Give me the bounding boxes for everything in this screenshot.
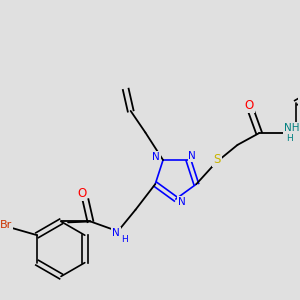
Text: O: O: [245, 99, 254, 112]
Text: N: N: [188, 151, 196, 161]
Text: N: N: [112, 228, 120, 238]
Text: O: O: [77, 188, 86, 200]
Text: S: S: [213, 153, 220, 166]
Text: Br: Br: [0, 220, 12, 230]
Text: N: N: [152, 152, 160, 162]
Text: N: N: [178, 197, 185, 207]
Text: H: H: [286, 134, 293, 142]
Text: H: H: [122, 235, 128, 244]
Text: NH: NH: [284, 123, 299, 133]
